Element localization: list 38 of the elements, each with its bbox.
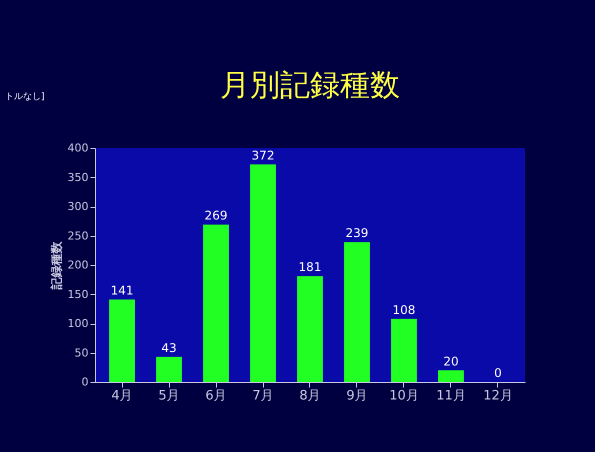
x-tick-label: 6月 bbox=[205, 388, 227, 404]
y-tick-label: 100 bbox=[68, 317, 88, 330]
bar bbox=[391, 318, 417, 382]
y-tick-label: 300 bbox=[68, 200, 88, 213]
y-tick-label: 0 bbox=[82, 376, 88, 388]
data-label: 108 bbox=[392, 302, 416, 317]
bar bbox=[438, 370, 464, 382]
y-tick-label: 150 bbox=[68, 288, 88, 301]
x-tick-label: 9月 bbox=[346, 388, 368, 404]
x-tick-label: 4月 bbox=[111, 388, 133, 404]
bar bbox=[156, 356, 182, 382]
y-tick-label: 50 bbox=[74, 346, 88, 360]
bar bbox=[297, 276, 323, 382]
y-tick-label: 200 bbox=[68, 258, 88, 272]
x-tick-label: 10月 bbox=[389, 388, 419, 404]
data-label: 372 bbox=[252, 148, 274, 162]
y-tick-label: 350 bbox=[68, 170, 88, 184]
data-label: 269 bbox=[204, 208, 228, 223]
x-tick-label: 7月 bbox=[252, 388, 274, 404]
data-label: 43 bbox=[161, 340, 177, 355]
x-tick-label: 5月 bbox=[158, 388, 180, 404]
data-label: 239 bbox=[346, 226, 368, 240]
data-label: 0 bbox=[494, 366, 502, 380]
bar bbox=[203, 224, 229, 382]
x-tick-label: 11月 bbox=[436, 388, 466, 404]
y-tick-label: 400 bbox=[68, 142, 88, 154]
x-tick-label: 8月 bbox=[299, 388, 321, 404]
y-axis-title: 記録種数 bbox=[50, 240, 64, 290]
bar bbox=[250, 164, 276, 382]
data-label: 20 bbox=[443, 354, 459, 368]
data-label: 181 bbox=[298, 260, 322, 274]
chart-title: 月別記録種数 bbox=[220, 68, 400, 103]
y-tick-label: 250 bbox=[68, 229, 88, 242]
text: トルなし] bbox=[5, 92, 45, 102]
x-tick-label: 12月 bbox=[483, 388, 513, 404]
bar bbox=[109, 300, 135, 382]
data-label: 141 bbox=[110, 284, 134, 298]
bar bbox=[344, 242, 370, 382]
